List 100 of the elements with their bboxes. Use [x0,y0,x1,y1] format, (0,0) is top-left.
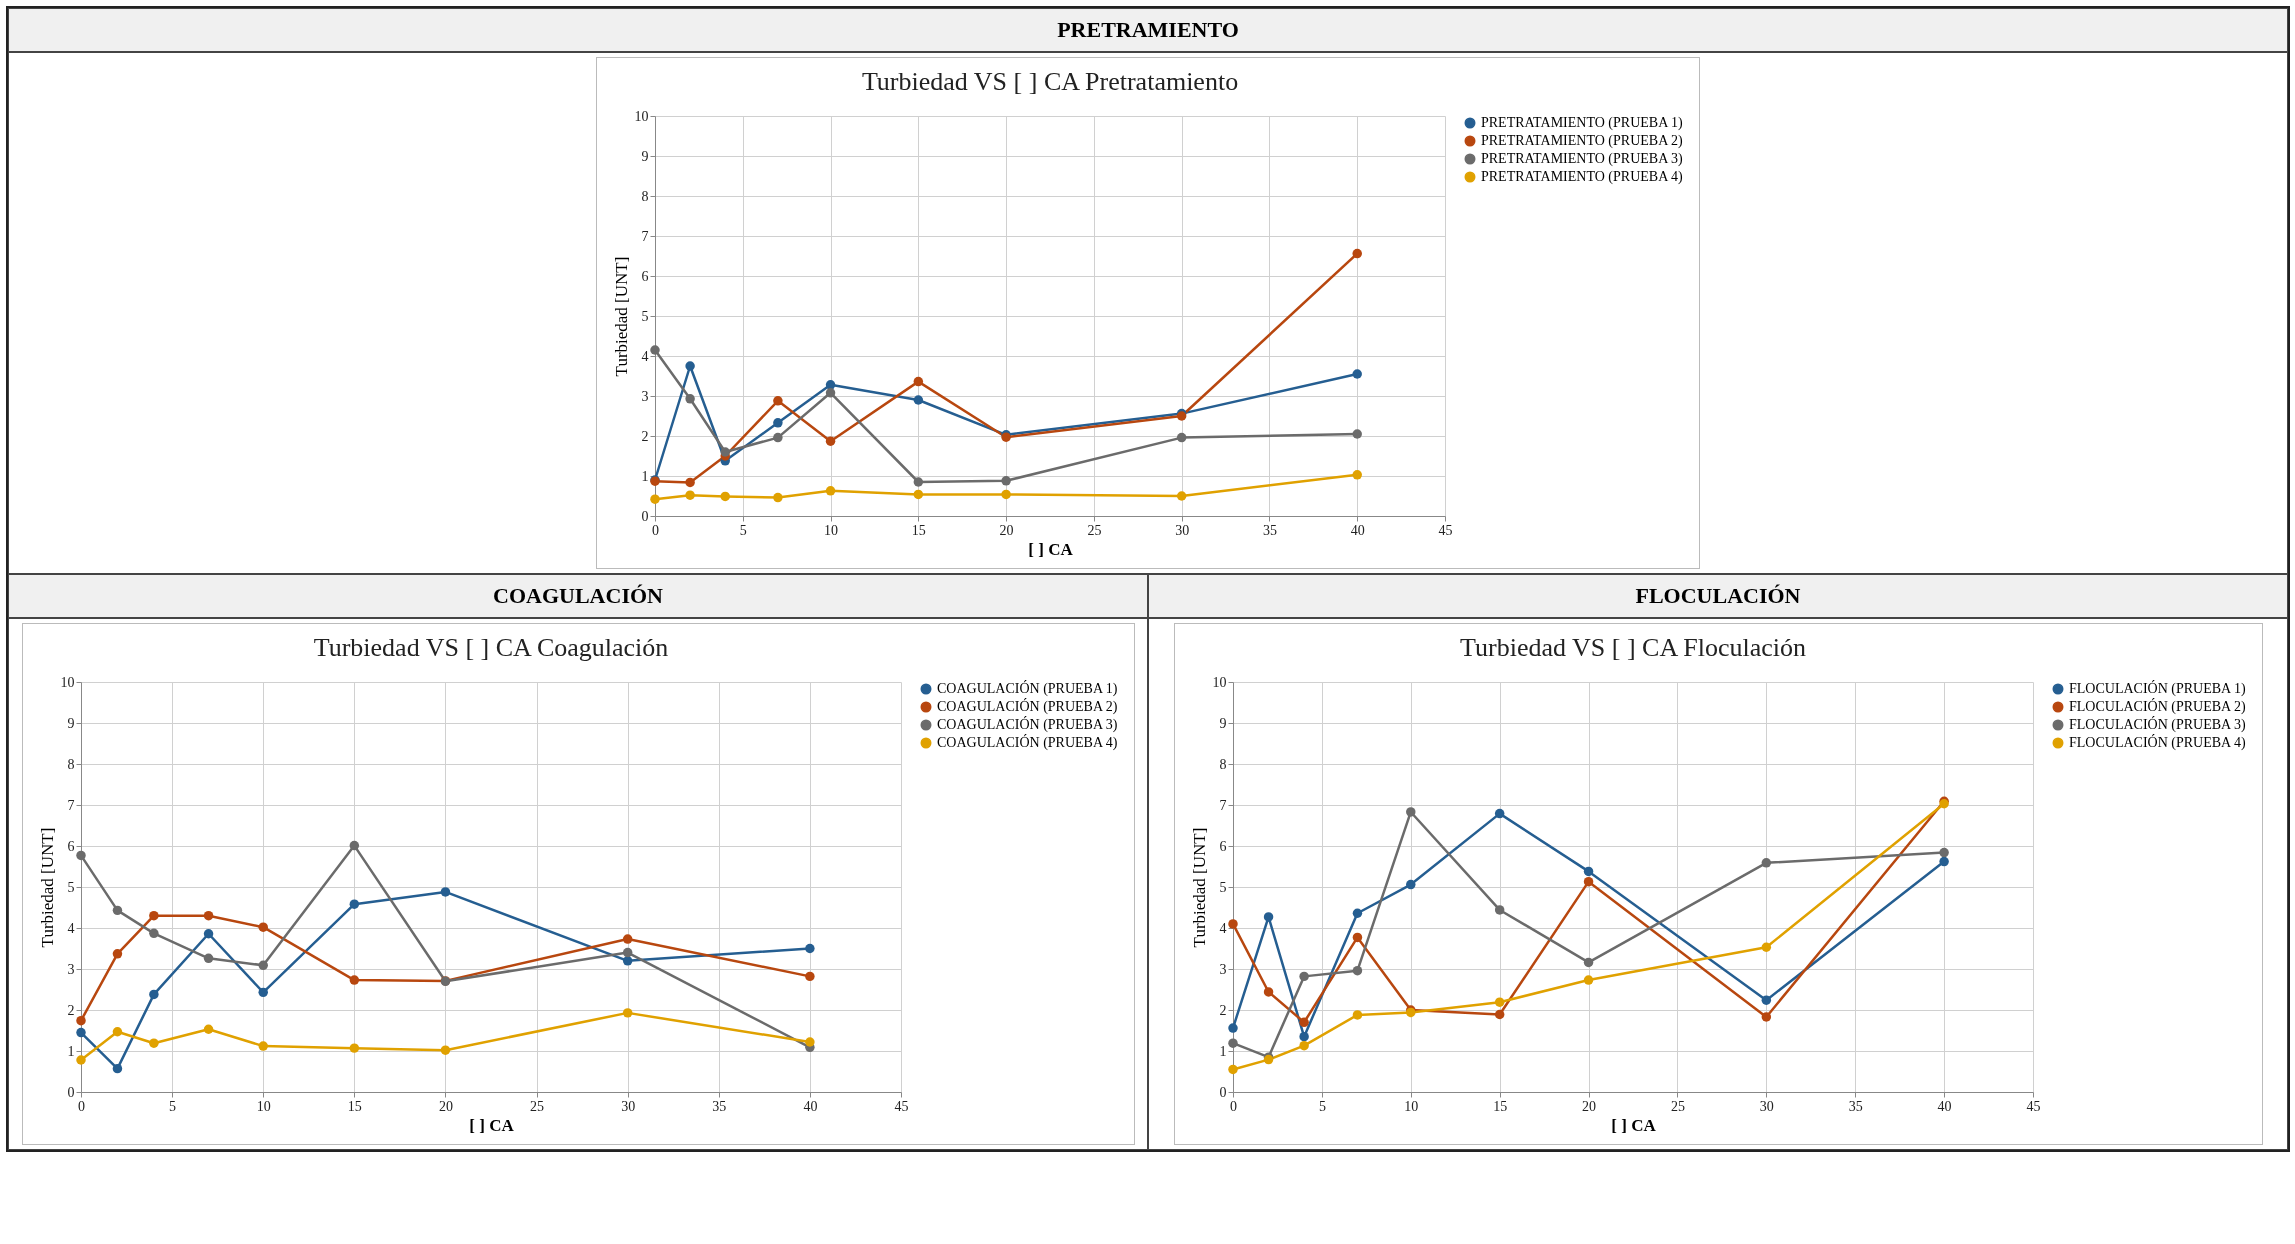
point [112,1063,122,1074]
text: COAGULACIÓN [9,575,1147,619]
point [1001,476,1011,486]
x-tick-label: 35 [1262,522,1277,538]
legend-label: FLOCULACIÓN (PRUEBA 3) [2068,716,2246,733]
point [1263,987,1273,997]
point [1405,879,1416,890]
point [112,1027,122,1037]
y-tick-label: 6 [67,838,74,854]
y-tick-label: 4 [67,920,74,936]
x-tick-label: 15 [347,1098,362,1114]
x-axis-title: [ ] CA [1610,1115,1656,1135]
point [148,910,159,921]
y-tick-label: 9 [67,715,74,731]
y-tick-label: 2 [67,1002,74,1018]
legend-label: COAGULACIÓN (PRUEBA 1) [936,680,1118,697]
legend-label: PRETRATAMIENTO (PRUEBA 2) [1481,133,1683,149]
point [349,1043,359,1053]
point [1176,432,1187,443]
point [622,1008,632,1018]
x-tick-label: 15 [911,522,926,538]
y-tick-label: 8 [1219,756,1226,772]
point [1352,908,1362,918]
y-tick-label: 9 [1219,715,1226,731]
point [1176,491,1187,501]
x-tick-label: 20 [438,1098,453,1114]
point [257,960,268,971]
point [1263,912,1273,922]
point [685,361,695,371]
y-axis-title: Turbiedad [UNT] [611,256,631,377]
x-axis-title: [ ] CA [1028,539,1074,559]
x-tick-label: 45 [1438,522,1453,538]
point [1494,905,1504,915]
point [112,949,122,959]
point [203,953,213,964]
point [650,345,660,355]
point [1227,1023,1238,1033]
point [75,1055,86,1065]
legend-label: COAGULACIÓN (PRUEBA 2) [936,698,1118,715]
x-tick-label: 35 [1848,1098,1863,1114]
point [1583,957,1593,968]
y-tick-label: 2 [641,428,649,444]
point [804,943,815,954]
point [1352,429,1362,439]
x-tick-label: 15 [1492,1098,1507,1114]
y-tick-label: 4 [1219,920,1226,936]
x-tick-label: 20 [999,522,1014,538]
x-tick-label: 30 [1175,522,1190,538]
point [257,922,268,932]
x-tick-label: 20 [1581,1098,1596,1114]
x-tick-label: 45 [894,1098,908,1114]
point [75,850,86,861]
y-axis-title: Turbiedad [UNT] [1189,827,1208,948]
y-tick-label: 5 [641,308,649,324]
point [913,395,924,405]
point [1494,808,1504,819]
x-axis-title: [ ] CA [468,1115,514,1135]
point [622,934,632,944]
point [1227,919,1238,929]
point [685,394,695,404]
point [650,494,660,504]
point [773,418,783,428]
legend-label: PRETRATAMIENTO (PRUEBA 4) [1481,169,1683,185]
point [1352,1010,1362,1020]
y-tick-label: 10 [60,674,74,690]
point [913,477,924,487]
x-tick-label: 0 [77,1098,85,1114]
point [804,1037,815,1047]
point [148,928,159,939]
point [1352,965,1362,976]
y-tick-label: 1 [67,1043,74,1059]
point [257,987,268,998]
y-tick-label: 5 [67,879,74,895]
point [1761,942,1771,952]
x-tick-label: 5 [168,1098,176,1114]
text: PRETRAMIENTO [9,9,2287,53]
point [203,929,213,939]
y-tick-label: 6 [641,268,649,284]
y-tick-label: 3 [641,388,649,404]
y-tick-label: 8 [641,188,649,204]
chart-title: Turbiedad VS [ ] CA Pretratamiento [861,67,1239,96]
point [685,477,695,488]
point [773,492,783,503]
point [720,491,730,502]
point [1227,1064,1238,1075]
y-tick-label: 1 [1219,1043,1226,1059]
x-tick-label: 0 [652,522,659,538]
point [1352,248,1362,259]
point [203,1024,213,1034]
y-tick-label: 0 [67,1084,74,1100]
y-tick-label: 9 [641,148,649,164]
y-tick-label: 2 [1219,1002,1226,1018]
point [1352,470,1362,480]
y-tick-label: 1 [641,468,649,484]
point [257,1041,268,1051]
x-tick-label: 30 [1759,1098,1774,1114]
point [1761,995,1771,1005]
point [773,432,783,443]
y-tick-label: 0 [641,508,649,524]
point [148,989,159,1000]
